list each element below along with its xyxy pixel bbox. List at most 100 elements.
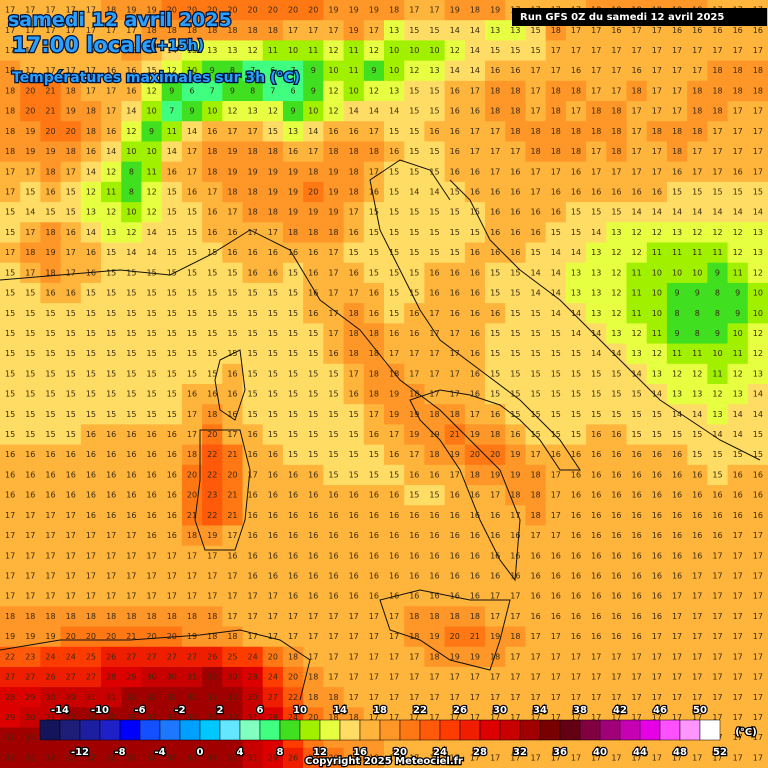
temperature-cell [40,40,62,62]
temperature-cell [20,525,41,547]
temperature-value: 17 [510,147,520,156]
temperature-value: 16 [753,491,763,500]
temperature-value: 16 [66,491,76,500]
temperature-value: 15 [167,369,177,378]
temperature-value: 15 [25,349,35,358]
temperature-cell [121,565,142,587]
temperature-value: 16 [429,268,439,277]
temperature-cell [707,101,729,122]
temperature-cell [586,485,607,506]
temperature-value: 16 [450,572,460,581]
temperature-value: 18 [227,188,237,197]
temperature-cell [262,303,284,324]
scale-label: 50 [693,705,707,716]
temperature-value: 20 [268,6,278,15]
temperature-value: 18 [248,26,258,35]
temperature-cell [586,303,607,324]
temperature-value: 17 [86,551,96,560]
temperature-value: 16 [268,470,278,479]
temperature-value: 11 [692,349,702,358]
temperature-value: 16 [389,329,399,338]
temperature-cell [343,40,365,62]
temperature-cell [101,121,122,142]
temperature-value: 18 [712,86,722,95]
temperature-cell [404,586,425,607]
temperature-cell [40,464,62,486]
temperature-cell [40,141,62,163]
temperature-value: 17 [490,612,500,621]
temperature-cell [505,40,526,62]
temperature-value: 15 [187,369,197,378]
temperature-cell [101,444,122,466]
temperature-cell [626,363,648,385]
temperature-value: 14 [429,188,439,197]
temperature-cell [687,545,708,567]
temperature-cell [666,222,688,244]
temperature-cell [525,202,547,223]
temperature-cell [424,343,446,365]
temperature-value: 15 [349,430,359,439]
temperature-cell [384,424,405,446]
temperature-value: 17 [712,632,722,641]
temperature-value: 17 [611,66,621,75]
temperature-cell [363,424,385,446]
temperature-cell [40,424,62,446]
temperature-value: 16 [470,268,480,277]
temperature-cell [747,181,768,203]
temperature-cell [485,222,506,244]
temperature-cell [222,242,244,264]
temperature-cell [687,262,708,284]
temperature-value: 11 [167,127,177,136]
temperature-value: 17 [308,26,318,35]
temperature-value: 17 [328,289,338,298]
temperature-value: 15 [268,329,278,338]
temperature-value: 18 [530,511,540,520]
temperature-value: 17 [591,66,601,75]
temperature-value: 17 [591,652,601,661]
temperature-value: 15 [510,46,520,55]
temperature-cell [80,303,102,324]
temperature-value: 16 [632,450,642,459]
temperature-value: 15 [409,289,419,298]
temperature-value: 15 [268,390,278,399]
temperature-value: 17 [25,531,35,540]
temperature-value: 16 [248,491,258,500]
temperature-value: 15 [510,369,520,378]
temperature-value: 15 [349,248,359,257]
temperature-value: 18 [66,86,76,95]
temperature-cell [60,262,82,284]
temperature-value: 19 [490,470,500,479]
temperature-value: 13 [652,369,662,378]
temperature-cell [80,0,102,21]
temperature-cell [363,121,385,142]
temperature-cell [161,262,183,284]
temperature-value: 18 [591,107,601,116]
temperature-value: 16 [288,551,298,560]
temperature-cell [687,101,708,122]
temperature-cell [424,80,446,102]
temperature-cell [262,161,284,183]
temperature-cell [687,404,708,425]
scale-label: 46 [653,705,667,716]
temperature-value: 16 [652,188,662,197]
temperature-value: 16 [126,491,136,500]
temperature-value: 15 [409,167,419,176]
temperature-value: 16 [389,511,399,520]
temperature-cell [202,323,223,345]
temperature-cell [20,303,41,324]
scale-box [179,719,201,741]
temperature-value: 18 [25,612,35,621]
temperature-cell [747,303,768,324]
temperature-cell [384,343,405,365]
scale-label: 32 [513,747,527,758]
temperature-cell [222,485,244,506]
temperature-value: 17 [692,46,702,55]
temperature-value: 11 [652,329,662,338]
temperature-value: 10 [652,289,662,298]
temperature-value: 17 [308,147,318,156]
temperature-value: 15 [510,289,520,298]
temperature-value: 16 [389,551,399,560]
temperature-value: 15 [409,107,419,116]
temperature-cell [444,262,466,284]
temperature-cell [687,282,708,304]
